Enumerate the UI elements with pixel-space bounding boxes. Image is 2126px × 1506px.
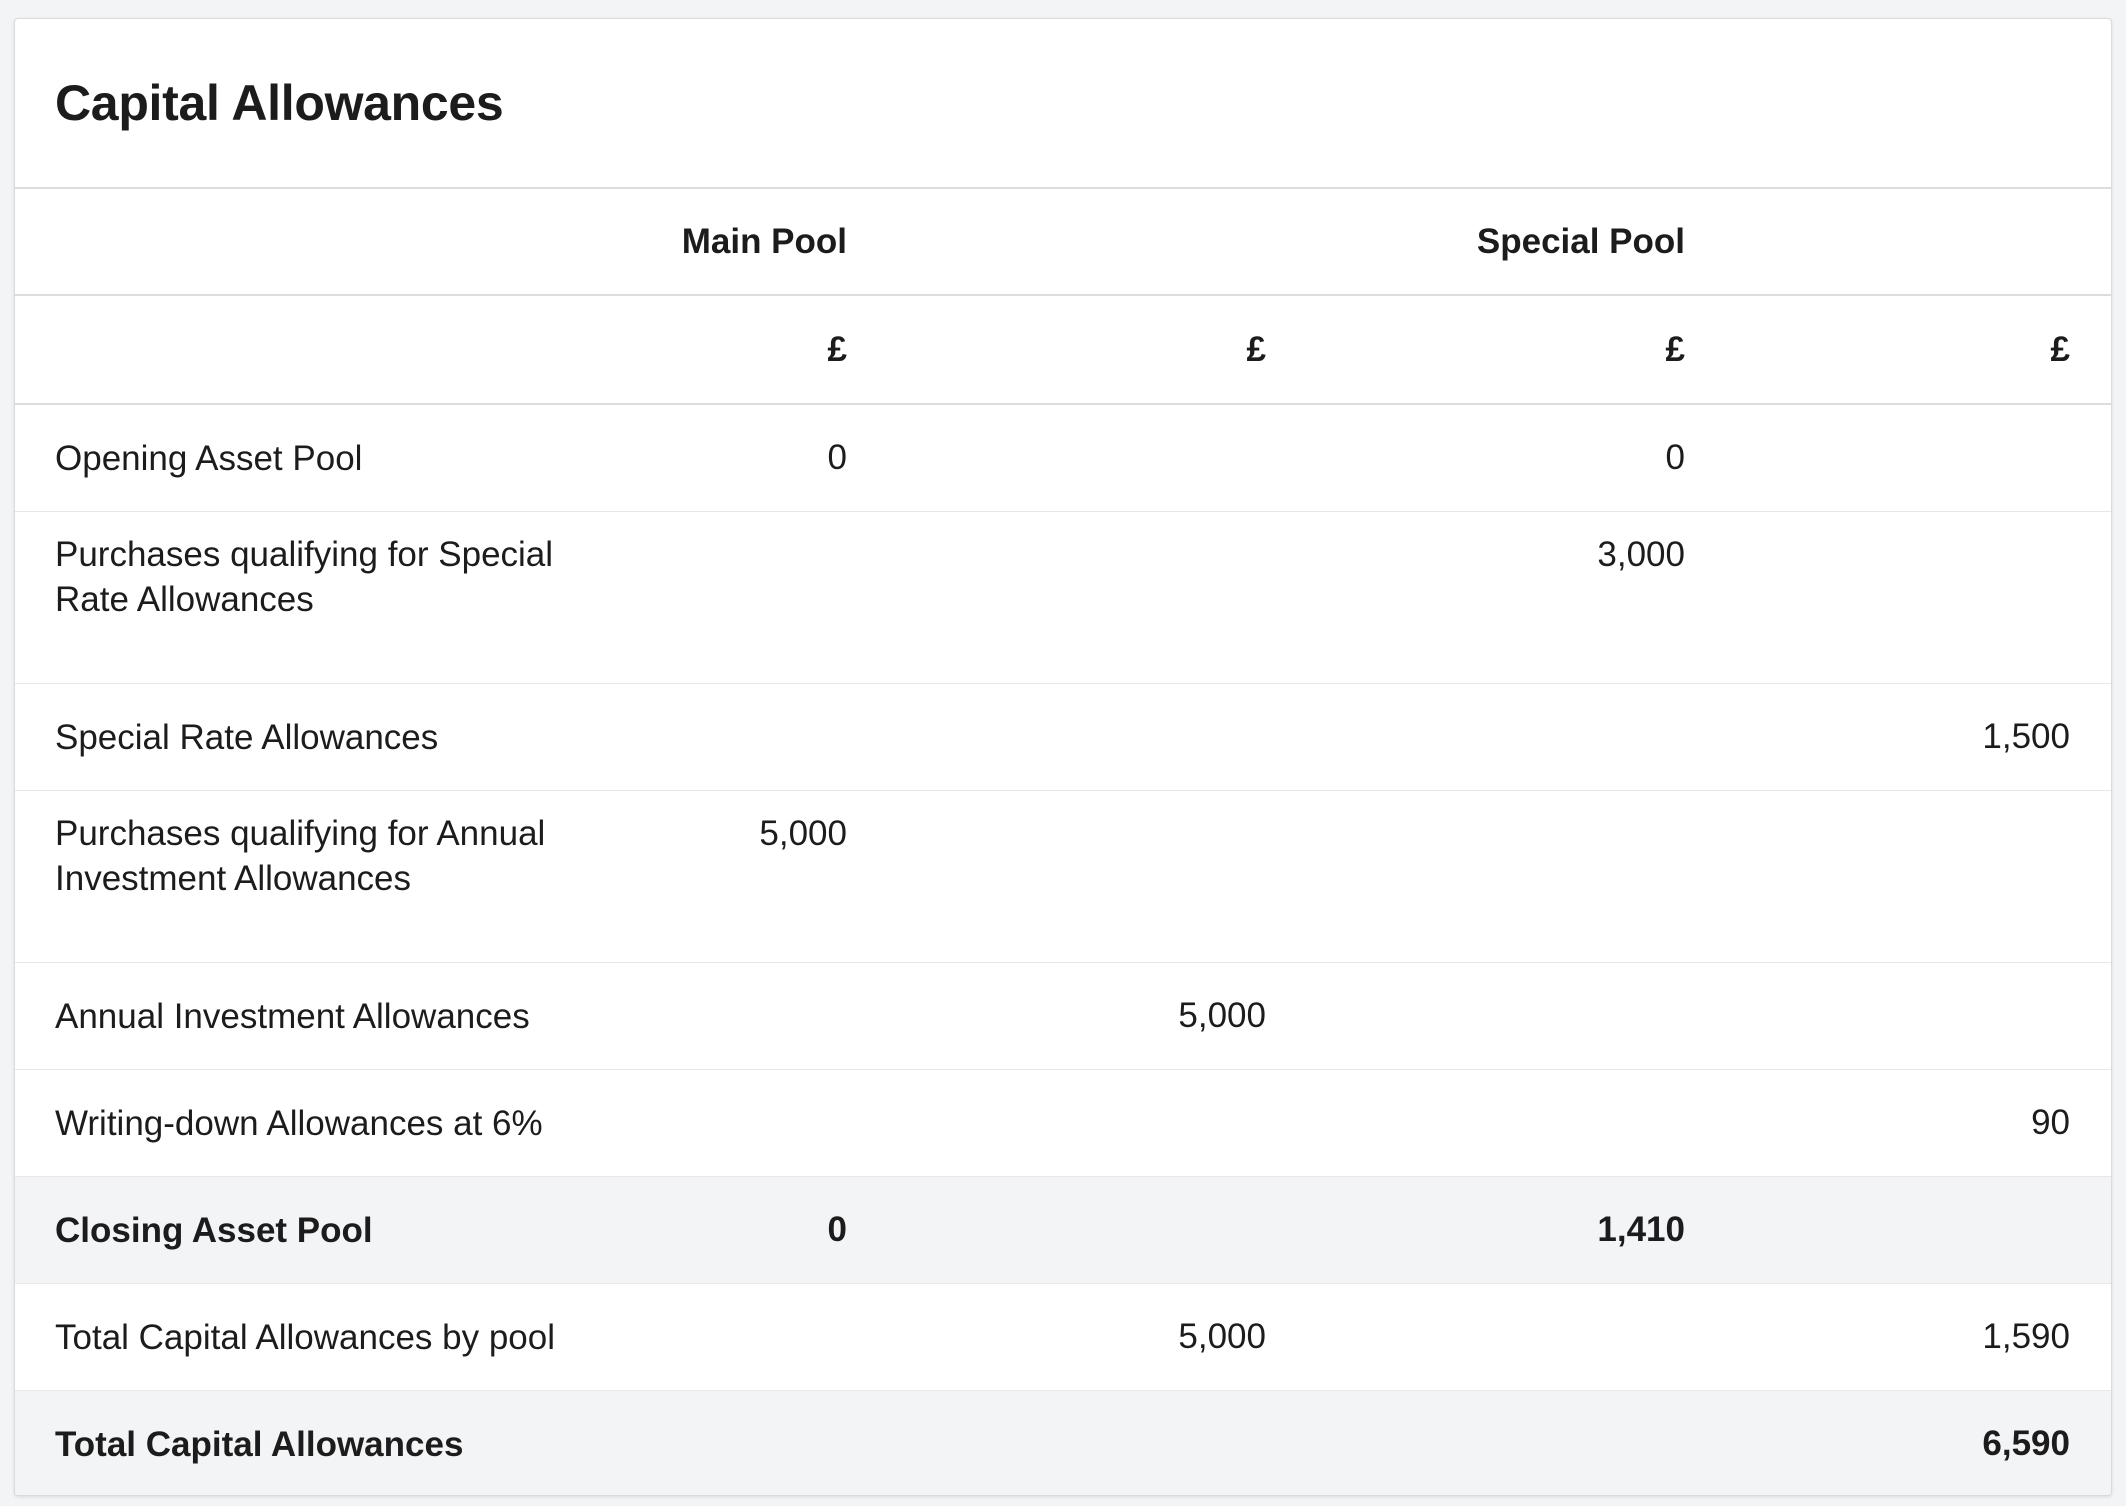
main-pool-allowance-value bbox=[847, 683, 1266, 791]
main-pool-allowance-value bbox=[847, 790, 1266, 963]
main-pool-allowance-value: 5,000 bbox=[847, 962, 1266, 1070]
special-pool-allowance-value bbox=[1685, 962, 2111, 1070]
special-pool-value bbox=[1266, 962, 1685, 1070]
row-label: Purchases qualifying for Special Rate Al… bbox=[15, 511, 595, 684]
card-header: Capital Allowances bbox=[15, 19, 2111, 189]
currency-symbol: £ bbox=[595, 295, 847, 405]
row-label: Opening Asset Pool bbox=[15, 404, 595, 512]
special-pool-allowance-value: 1,590 bbox=[1685, 1283, 2111, 1391]
main-pool-header: Main Pool bbox=[595, 189, 847, 296]
special-pool-value: 1,410 bbox=[1266, 1176, 1685, 1284]
capital-allowances-card: Capital Allowances Main Pool Special Poo… bbox=[14, 18, 2112, 1496]
main-pool-value bbox=[595, 511, 847, 684]
currency-symbol: £ bbox=[1685, 295, 2111, 405]
main-pool-value bbox=[595, 1390, 847, 1495]
main-pool-value: 0 bbox=[595, 404, 847, 512]
main-pool-value: 5,000 bbox=[595, 790, 847, 963]
table-row-total-capital-allowances: Total Capital Allowances 6,590 bbox=[15, 1390, 2111, 1495]
row-label: Total Capital Allowances by pool bbox=[15, 1283, 595, 1391]
special-pool-allowance-value: 90 bbox=[1685, 1069, 2111, 1177]
special-pool-value: 0 bbox=[1266, 404, 1685, 512]
currency-symbol: £ bbox=[1266, 295, 1685, 405]
table-row-special-rate-allowances: Special Rate Allowances 1,500 bbox=[15, 683, 2111, 791]
main-pool-value bbox=[595, 683, 847, 791]
header-blank bbox=[1685, 189, 2111, 296]
row-label: Special Rate Allowances bbox=[15, 683, 595, 791]
capital-allowances-table: Main Pool Special Pool £ £ £ £ Opening A… bbox=[15, 189, 2111, 1495]
row-label: Closing Asset Pool bbox=[15, 1176, 595, 1284]
special-pool-value bbox=[1266, 1283, 1685, 1391]
main-pool-value bbox=[595, 1283, 847, 1391]
main-pool-allowance-value bbox=[847, 1390, 1266, 1495]
row-label: Annual Investment Allowances bbox=[15, 962, 595, 1070]
table-row-annual-investment-allowances: Annual Investment Allowances 5,000 bbox=[15, 962, 2111, 1070]
table-row-purchases-annual-investment: Purchases qualifying for Annual Investme… bbox=[15, 790, 2111, 963]
special-pool-allowance-value: 1,500 bbox=[1685, 683, 2111, 791]
special-pool-header: Special Pool bbox=[1266, 189, 1685, 296]
special-pool-allowance-value: 6,590 bbox=[1685, 1390, 2111, 1495]
special-pool-allowance-value bbox=[1685, 1176, 2111, 1284]
row-label: Writing-down Allowances at 6% bbox=[15, 1069, 595, 1177]
main-pool-value bbox=[595, 962, 847, 1070]
special-pool-allowance-value bbox=[1685, 404, 2111, 512]
currency-row: £ £ £ £ bbox=[15, 295, 2111, 405]
special-pool-value: 3,000 bbox=[1266, 511, 1685, 684]
table-row-writing-down-allowances: Writing-down Allowances at 6% 90 bbox=[15, 1069, 2111, 1177]
header-blank bbox=[847, 189, 1266, 296]
table-row-opening-asset-pool: Opening Asset Pool 0 0 bbox=[15, 404, 2111, 512]
main-pool-value: 0 bbox=[595, 1176, 847, 1284]
main-pool-allowance-value bbox=[847, 1069, 1266, 1177]
row-label: Purchases qualifying for Annual Investme… bbox=[15, 790, 595, 963]
page-title: Capital Allowances bbox=[55, 75, 504, 131]
row-label: Total Capital Allowances bbox=[15, 1390, 595, 1495]
special-pool-value bbox=[1266, 1390, 1685, 1495]
main-pool-allowance-value bbox=[847, 1176, 1266, 1284]
table-row-purchases-special-rate: Purchases qualifying for Special Rate Al… bbox=[15, 511, 2111, 684]
special-pool-value bbox=[1266, 1069, 1685, 1177]
main-pool-value bbox=[595, 1069, 847, 1177]
table-row-closing-asset-pool: Closing Asset Pool 0 1,410 bbox=[15, 1176, 2111, 1284]
pool-header-row: Main Pool Special Pool bbox=[15, 189, 2111, 296]
special-pool-allowance-value bbox=[1685, 790, 2111, 963]
special-pool-value bbox=[1266, 790, 1685, 963]
currency-symbol: £ bbox=[847, 295, 1266, 405]
header-blank bbox=[15, 189, 595, 296]
table-row-total-by-pool: Total Capital Allowances by pool 5,000 1… bbox=[15, 1283, 2111, 1391]
main-pool-allowance-value: 5,000 bbox=[847, 1283, 1266, 1391]
special-pool-value bbox=[1266, 683, 1685, 791]
main-pool-allowance-value bbox=[847, 404, 1266, 512]
header-blank bbox=[15, 295, 595, 405]
special-pool-allowance-value bbox=[1685, 511, 2111, 684]
main-pool-allowance-value bbox=[847, 511, 1266, 684]
